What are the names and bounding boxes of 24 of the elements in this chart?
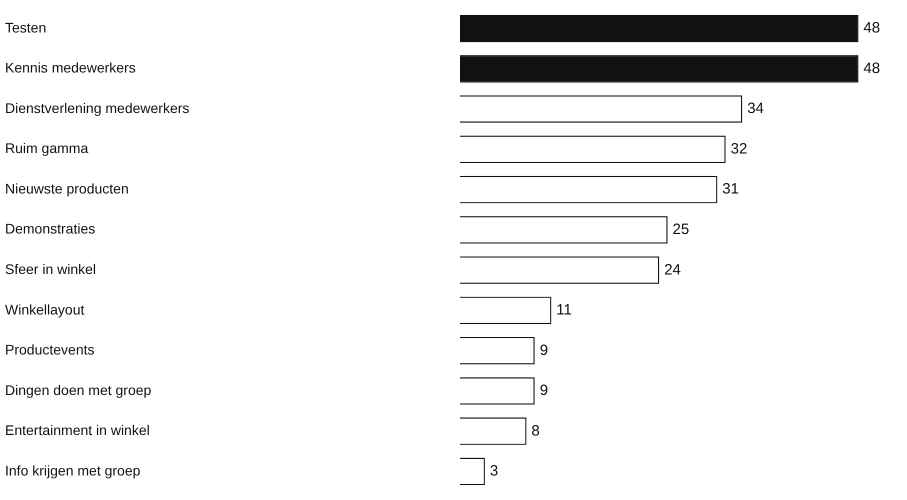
data-label: 8	[531, 422, 540, 440]
data-label: 9	[540, 382, 548, 400]
y-tick-label: Sfeer in winkel	[5, 260, 96, 277]
data-label: 31	[722, 180, 739, 198]
y-tick-label: Entertainment in winkel	[5, 422, 150, 438]
y-tick-label: Winkellayout	[5, 301, 84, 318]
y-tick-label: Dingen doen met groep	[5, 382, 152, 398]
y-tick-label: Nieuwste producten	[5, 180, 129, 196]
y-tick-label: Demonstraties	[5, 220, 96, 237]
data-label: 24	[664, 261, 681, 278]
data-label: 25	[672, 221, 690, 238]
y-tick-label: Productevents	[5, 342, 94, 358]
data-label: 3	[490, 462, 498, 480]
y-tick-label: Dienstverlening medewerkers	[5, 100, 190, 116]
y-tick-label: Testen	[5, 19, 46, 36]
y-tick-label: Kennis medewerkers	[5, 60, 136, 76]
y-tick-label: Ruim gamma	[5, 140, 88, 156]
y-tick-label: Info krijgen met groep	[5, 462, 141, 478]
data-label: 48	[863, 20, 880, 37]
data-label: 32	[730, 140, 748, 158]
data-label: 48	[863, 60, 880, 77]
data-label: 11	[556, 302, 572, 319]
data-label: 9	[540, 342, 548, 359]
data-label: 34	[747, 100, 764, 118]
